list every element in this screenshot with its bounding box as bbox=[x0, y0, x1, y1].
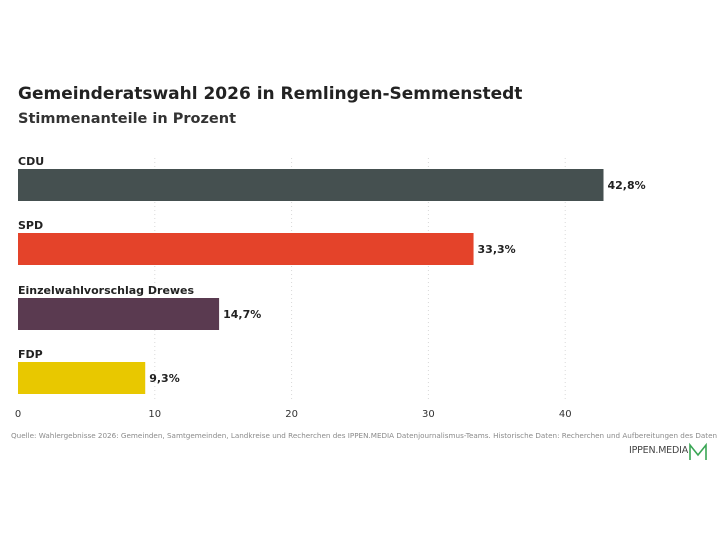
value-label-cdu: 42,8% bbox=[608, 179, 646, 192]
x-tick-label-40: 40 bbox=[559, 409, 572, 420]
bar-fdp bbox=[18, 362, 146, 394]
bar-einzelwahlvorschlag-drewes bbox=[18, 298, 220, 330]
value-label-spd: 33,3% bbox=[478, 243, 516, 256]
category-label-cdu: CDU bbox=[18, 155, 44, 168]
category-label-einzelwahlvorschlag-drewes: Einzelwahlvorschlag Drewes bbox=[18, 284, 195, 297]
chart-title: Gemeinderatswahl 2026 in Remlingen-Semme… bbox=[18, 84, 523, 104]
x-tick-label-10: 10 bbox=[148, 409, 161, 420]
x-tick-label-0: 0 bbox=[15, 409, 21, 420]
source-note: Quelle: Wahlergebnisse 2026: Gemeinden, … bbox=[11, 431, 718, 440]
category-label-spd: SPD bbox=[18, 219, 43, 232]
bar-spd bbox=[18, 233, 474, 265]
x-tick-label-30: 30 bbox=[422, 409, 435, 420]
x-tick-label-20: 20 bbox=[285, 409, 298, 420]
value-label-fdp: 9,3% bbox=[149, 372, 180, 385]
chart-subtitle: Stimmenanteile in Prozent bbox=[18, 111, 237, 127]
logo-m-icon bbox=[689, 442, 707, 460]
bar-cdu bbox=[18, 169, 604, 201]
value-label-einzelwahlvorschlag-drewes: 14,7% bbox=[223, 308, 261, 321]
logo-text: IPPEN.MEDIA bbox=[629, 445, 689, 456]
category-label-fdp: FDP bbox=[18, 348, 43, 361]
